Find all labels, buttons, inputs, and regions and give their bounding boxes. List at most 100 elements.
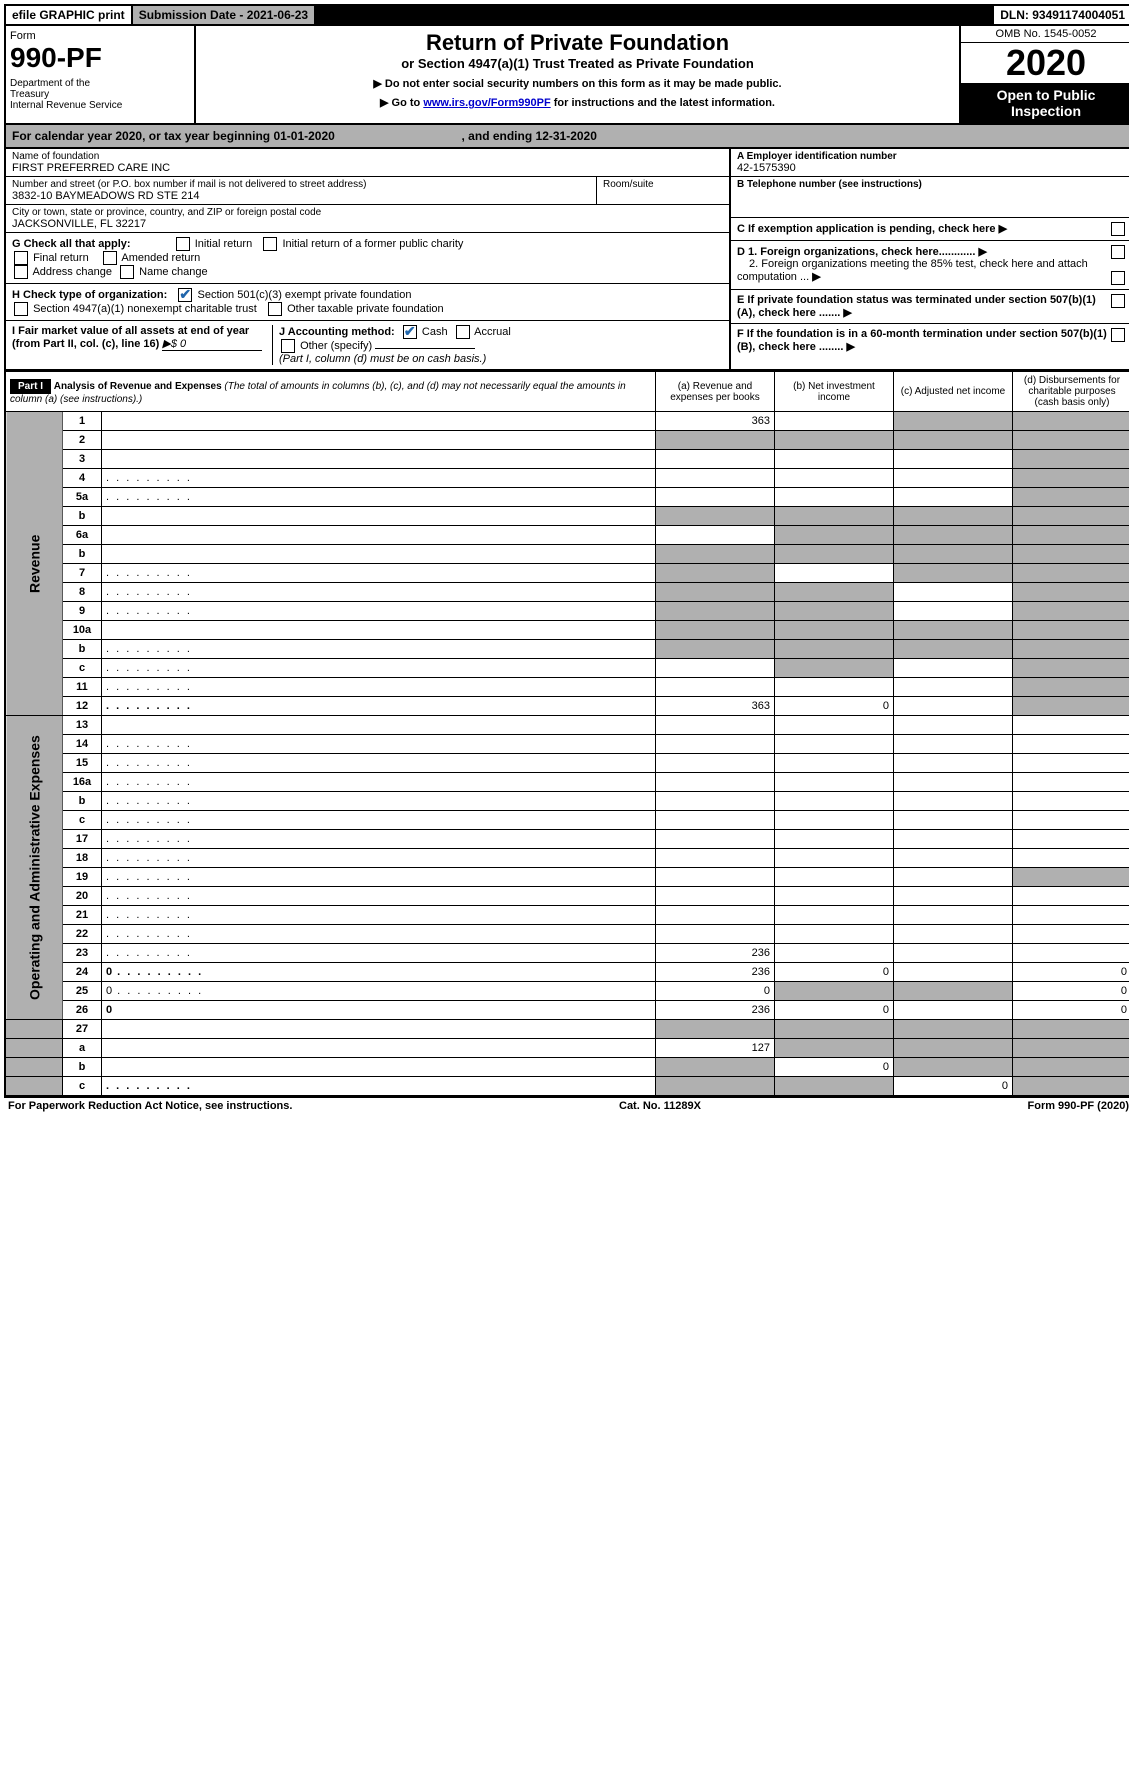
cell-a bbox=[656, 716, 775, 735]
table-row: 9 bbox=[6, 602, 1129, 621]
cell-c bbox=[894, 811, 1013, 830]
row-desc bbox=[102, 526, 656, 545]
dln-label: DLN: 93491174004051 bbox=[994, 6, 1129, 24]
cell-d bbox=[1013, 1077, 1129, 1096]
table-row: b0 bbox=[6, 1058, 1129, 1077]
cell-a: 363 bbox=[656, 412, 775, 431]
cell-c bbox=[894, 1039, 1013, 1058]
cell-d bbox=[1013, 811, 1129, 830]
table-row: b bbox=[6, 545, 1129, 564]
cell-c bbox=[894, 887, 1013, 906]
cb-60month[interactable] bbox=[1111, 328, 1125, 342]
cell-b bbox=[775, 564, 894, 583]
row-number: 4 bbox=[63, 469, 102, 488]
cell-c bbox=[894, 526, 1013, 545]
cell-b bbox=[775, 450, 894, 469]
cb-name-change[interactable] bbox=[120, 265, 134, 279]
cb-501c3[interactable] bbox=[178, 288, 192, 302]
row-number: a bbox=[63, 1039, 102, 1058]
row-desc bbox=[102, 564, 656, 583]
cell-b bbox=[775, 640, 894, 659]
cell-c bbox=[894, 792, 1013, 811]
cell-d: 0 bbox=[1013, 982, 1129, 1001]
table-row: 15 bbox=[6, 754, 1129, 773]
row-desc bbox=[102, 1077, 656, 1096]
row-number: 12 bbox=[63, 697, 102, 716]
top-bar: efile GRAPHIC print Submission Date - 20… bbox=[4, 4, 1129, 26]
row-desc bbox=[102, 1039, 656, 1058]
phone-label: B Telephone number (see instructions) bbox=[737, 179, 1125, 190]
row-number: 10a bbox=[63, 621, 102, 640]
cell-d bbox=[1013, 564, 1129, 583]
pad-cell bbox=[6, 1039, 63, 1058]
table-row: 26023600 bbox=[6, 1001, 1129, 1020]
table-row: 5a bbox=[6, 488, 1129, 507]
table-row: a127 bbox=[6, 1039, 1129, 1058]
part1-table: Part I Analysis of Revenue and Expenses … bbox=[6, 371, 1129, 1096]
row-number: 9 bbox=[63, 602, 102, 621]
entity-left: Name of foundation FIRST PREFERRED CARE … bbox=[6, 149, 729, 369]
row-number: b bbox=[63, 507, 102, 526]
c-check: C If exemption application is pending, c… bbox=[731, 218, 1129, 241]
row-desc bbox=[102, 488, 656, 507]
cb-initial-return[interactable] bbox=[176, 237, 190, 251]
row-desc bbox=[102, 1058, 656, 1077]
cell-b bbox=[775, 526, 894, 545]
omb-number: OMB No. 1545-0052 bbox=[961, 26, 1129, 43]
cb-foreign-org[interactable] bbox=[1111, 245, 1125, 259]
cell-a bbox=[656, 488, 775, 507]
cell-b bbox=[775, 887, 894, 906]
table-row: 21 bbox=[6, 906, 1129, 925]
table-row: 22 bbox=[6, 925, 1129, 944]
cb-foreign-85[interactable] bbox=[1111, 271, 1125, 285]
main-title: Return of Private Foundation bbox=[200, 30, 955, 56]
j-label: J Accounting method: bbox=[279, 326, 395, 338]
cell-d bbox=[1013, 849, 1129, 868]
row-number: 18 bbox=[63, 849, 102, 868]
cell-a bbox=[656, 678, 775, 697]
cell-d bbox=[1013, 735, 1129, 754]
cb-terminated[interactable] bbox=[1111, 294, 1125, 308]
cell-c bbox=[894, 469, 1013, 488]
cell-d bbox=[1013, 640, 1129, 659]
cb-accrual[interactable] bbox=[456, 325, 470, 339]
calendar-year-row: For calendar year 2020, or tax year begi… bbox=[4, 125, 1129, 149]
cb-exemption-pending[interactable] bbox=[1111, 222, 1125, 236]
cb-cash[interactable] bbox=[403, 325, 417, 339]
addr-label: Number and street (or P.O. box number if… bbox=[12, 179, 590, 190]
cell-b bbox=[775, 583, 894, 602]
cell-c bbox=[894, 488, 1013, 507]
row-desc bbox=[102, 545, 656, 564]
cell-b bbox=[775, 811, 894, 830]
cell-d bbox=[1013, 412, 1129, 431]
street-address: 3832-10 BAYMEADOWS RD STE 214 bbox=[12, 190, 590, 202]
cell-d bbox=[1013, 678, 1129, 697]
cell-b bbox=[775, 944, 894, 963]
cell-d bbox=[1013, 507, 1129, 526]
cell-a bbox=[656, 1077, 775, 1096]
cell-a bbox=[656, 583, 775, 602]
row-desc bbox=[102, 716, 656, 735]
cell-c bbox=[894, 849, 1013, 868]
col-d-header: (d) Disbursements for charitable purpose… bbox=[1013, 372, 1129, 412]
cb-other-taxable[interactable] bbox=[268, 302, 282, 316]
cell-b bbox=[775, 830, 894, 849]
cell-d bbox=[1013, 868, 1129, 887]
row-number: 19 bbox=[63, 868, 102, 887]
cell-d bbox=[1013, 602, 1129, 621]
cb-address-change[interactable] bbox=[14, 265, 28, 279]
row-number: b bbox=[63, 640, 102, 659]
top-spacer bbox=[316, 6, 994, 24]
cb-final-return[interactable] bbox=[14, 251, 28, 265]
row-number: 1 bbox=[63, 412, 102, 431]
cb-other-method[interactable] bbox=[281, 339, 295, 353]
cell-b bbox=[775, 545, 894, 564]
irs-link[interactable]: www.irs.gov/Form990PF bbox=[423, 97, 550, 109]
cb-amended[interactable] bbox=[103, 251, 117, 265]
table-row: 11 bbox=[6, 678, 1129, 697]
cb-initial-public[interactable] bbox=[263, 237, 277, 251]
table-row: 10a bbox=[6, 621, 1129, 640]
entity-info: Name of foundation FIRST PREFERRED CARE … bbox=[4, 149, 1129, 371]
cb-4947[interactable] bbox=[14, 302, 28, 316]
cell-a: 236 bbox=[656, 944, 775, 963]
